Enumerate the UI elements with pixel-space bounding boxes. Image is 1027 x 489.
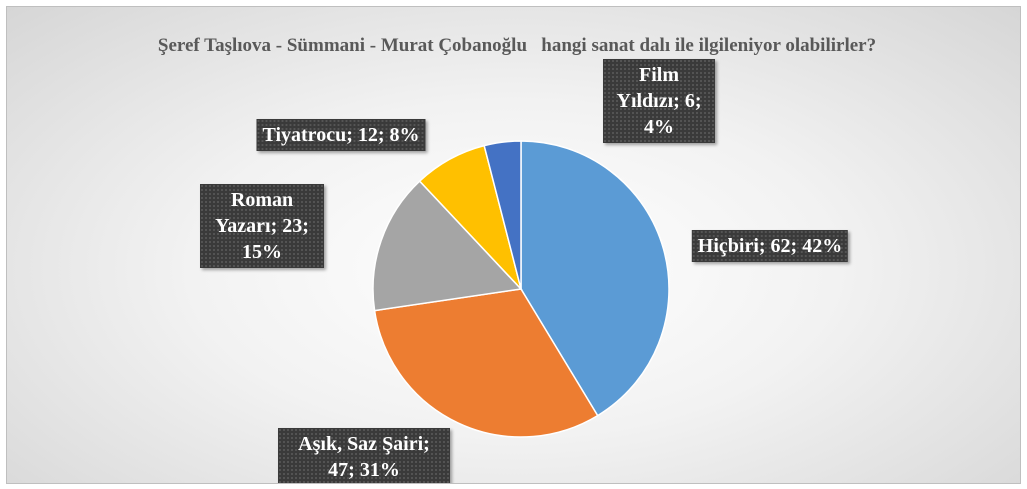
pie-slice	[373, 288, 599, 438]
data-label: Roman Yazarı; 23; 15%	[200, 184, 324, 268]
pie-slice	[483, 140, 522, 290]
chart-title: Şeref Taşlıova - Sümmani - Murat Çobanoğ…	[157, 35, 877, 56]
data-label: Tiyatrocu; 12; 8%	[256, 119, 426, 151]
pie-area	[372, 140, 670, 438]
pie-slice	[520, 140, 670, 417]
pie-slice	[372, 180, 523, 312]
data-label: Film Yıldızı; 6; 4%	[603, 59, 715, 143]
data-label: Hiçbiri; 62; 42%	[691, 230, 849, 262]
data-label: Aşık, Saz Şairi; 47; 31%	[278, 428, 450, 483]
chart: Şeref Taşlıova - Sümmani - Murat Çobanoğ…	[6, 6, 1021, 484]
